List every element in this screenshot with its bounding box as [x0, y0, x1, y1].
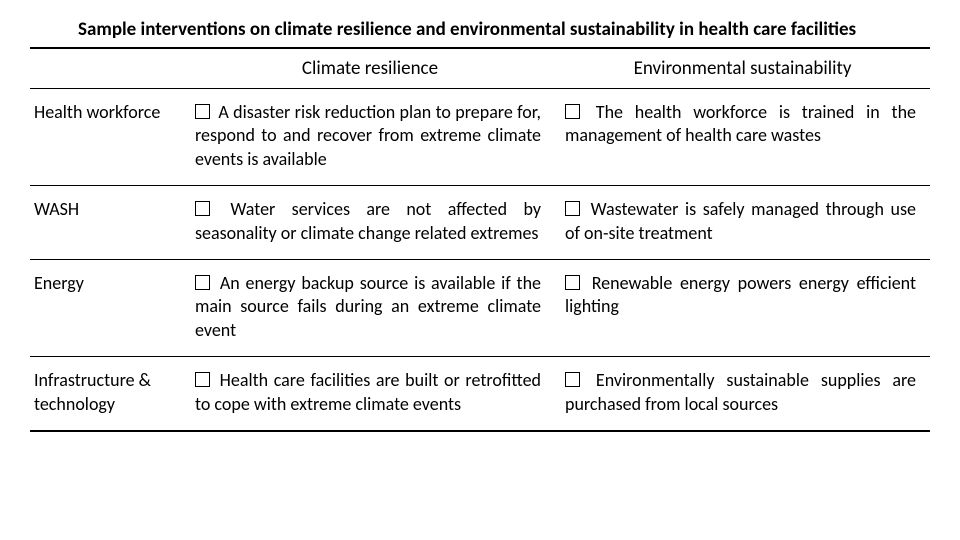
cell-climate: Health care facilities are built or retr…: [185, 357, 555, 431]
table-row: WASH Water services are not affected by …: [30, 186, 930, 260]
cell-sustainability: Renewable energy powers energy efficient…: [555, 259, 930, 356]
table-header-blank: [30, 48, 185, 89]
table-header-sustainability: Environmental sustainability: [555, 48, 930, 89]
cell-text: Environmentally sustainable supplies are…: [565, 369, 916, 414]
cell-climate: A disaster risk reduction plan to prepar…: [185, 89, 555, 186]
cell-climate: Water services are not affected by seaso…: [185, 186, 555, 260]
table-row: Health workforce A disaster risk reducti…: [30, 89, 930, 186]
table-header-row: Climate resilience Environmental sustain…: [30, 48, 930, 89]
cell-sustainability: The health workforce is trained in the m…: [555, 89, 930, 186]
row-label: Infrastructure & technology: [30, 357, 185, 431]
interventions-table: Climate resilience Environmental sustain…: [30, 47, 930, 432]
table-row: Energy An energy backup source is availa…: [30, 259, 930, 356]
cell-sustainability: Wastewater is safely managed through use…: [555, 186, 930, 260]
page-title: Sample interventions on climate resilien…: [30, 18, 930, 47]
checkbox-icon[interactable]: [565, 201, 580, 216]
checkbox-icon[interactable]: [195, 275, 210, 290]
checkbox-icon[interactable]: [565, 275, 580, 290]
table-row: Infrastructure & technology Health care …: [30, 357, 930, 431]
checkbox-icon[interactable]: [565, 372, 580, 387]
cell-text: An energy backup source is available if …: [195, 272, 541, 341]
cell-text: The health workforce is trained in the m…: [565, 101, 916, 146]
cell-text: Health care facilities are built or retr…: [195, 369, 541, 414]
cell-text: Wastewater is safely managed through use…: [565, 198, 916, 243]
cell-sustainability: Environmentally sustainable supplies are…: [555, 357, 930, 431]
checkbox-icon[interactable]: [195, 104, 210, 119]
row-label: Health workforce: [30, 89, 185, 186]
checkbox-icon[interactable]: [195, 201, 210, 216]
cell-text: Water services are not affected by seaso…: [195, 198, 541, 243]
row-label: WASH: [30, 186, 185, 260]
cell-text: A disaster risk reduction plan to prepar…: [195, 101, 541, 170]
checkbox-icon[interactable]: [195, 372, 210, 387]
cell-text: Renewable energy powers energy efficient…: [565, 272, 916, 317]
row-label: Energy: [30, 259, 185, 356]
cell-climate: An energy backup source is available if …: [185, 259, 555, 356]
table-header-climate: Climate resilience: [185, 48, 555, 89]
page: Sample interventions on climate resilien…: [0, 0, 960, 442]
checkbox-icon[interactable]: [565, 104, 580, 119]
